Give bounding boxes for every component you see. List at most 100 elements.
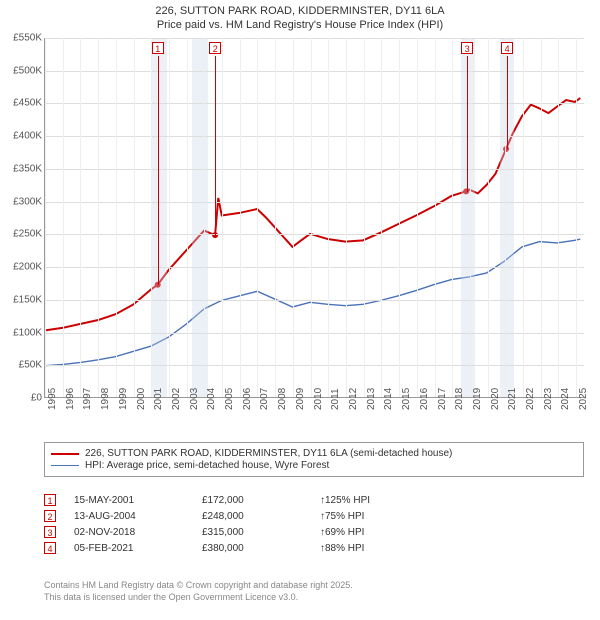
gridline-h (45, 333, 584, 334)
marker-stem (215, 56, 216, 236)
x-axis-tick-label: 2007 (259, 388, 270, 410)
footer-text: Contains HM Land Registry data © Crown c… (44, 580, 584, 603)
gridline-v (523, 38, 524, 397)
event-price: £248,000 (202, 511, 302, 522)
x-axis-tick-label: 2010 (313, 388, 324, 410)
events-table: 115-MAY-2001£172,000125% HPI213-AUG-2004… (44, 490, 584, 558)
event-number-box: 3 (44, 526, 56, 538)
gridline-v (116, 38, 117, 397)
legend-item: 226, SUTTON PARK ROAD, KIDDERMINSTER, DY… (51, 448, 577, 459)
x-axis-tick-label: 1996 (65, 388, 76, 410)
shaded-band (461, 38, 475, 397)
event-row: 115-MAY-2001£172,000125% HPI (44, 494, 584, 506)
title-line-2: Price paid vs. HM Land Registry's House … (0, 18, 600, 32)
y-axis-tick-label: £550K (13, 33, 42, 44)
gridline-v (328, 38, 329, 397)
gridline-v (541, 38, 542, 397)
gridline-v (240, 38, 241, 397)
x-axis-tick-label: 1999 (118, 388, 129, 410)
x-axis-tick-label: 2023 (543, 388, 554, 410)
gridline-v (452, 38, 453, 397)
legend-label: 226, SUTTON PARK ROAD, KIDDERMINSTER, DY… (85, 448, 452, 459)
x-axis-tick-label: 2020 (490, 388, 501, 410)
event-pct: 75% HPI (320, 511, 440, 522)
y-axis-tick-label: £0 (31, 393, 42, 404)
gridline-v (381, 38, 382, 397)
y-axis-tick-label: £200K (13, 262, 42, 273)
gridline-h (45, 71, 584, 72)
legend-item: HPI: Average price, semi-detached house,… (51, 460, 577, 471)
event-pct: 125% HPI (320, 495, 440, 506)
y-axis-tick-label: £50K (19, 360, 42, 371)
y-axis-tick-label: £150K (13, 294, 42, 305)
x-axis-tick-label: 2011 (330, 388, 341, 410)
gridline-h (45, 234, 584, 235)
x-axis-tick-label: 2002 (171, 388, 182, 410)
gridline-v (45, 38, 46, 397)
gridline-h (45, 365, 584, 366)
gridline-v (275, 38, 276, 397)
shaded-band (192, 38, 208, 397)
legend-label: HPI: Average price, semi-detached house,… (85, 460, 329, 471)
gridline-v (80, 38, 81, 397)
gridline-v (364, 38, 365, 397)
marker-label-box: 3 (461, 42, 473, 54)
gridline-v (204, 38, 205, 397)
marker-label-box: 1 (152, 42, 164, 54)
x-axis-tick-label: 2022 (525, 388, 536, 410)
shaded-band (151, 38, 167, 397)
gridline-v (187, 38, 188, 397)
x-axis-tick-label: 2018 (454, 388, 465, 410)
marker-stem (158, 56, 159, 285)
legend-box: 226, SUTTON PARK ROAD, KIDDERMINSTER, DY… (44, 442, 584, 477)
marker-label-box: 2 (209, 42, 221, 54)
footer-line-2: This data is licensed under the Open Gov… (44, 592, 584, 604)
x-axis-tick-label: 2008 (277, 388, 288, 410)
x-axis-tick-label: 2004 (206, 388, 217, 410)
gridline-v (222, 38, 223, 397)
x-axis-tick-label: 2014 (383, 388, 394, 410)
title-line-1: 226, SUTTON PARK ROAD, KIDDERMINSTER, DY… (0, 4, 600, 18)
x-axis-tick-label: 2005 (224, 388, 235, 410)
x-axis-tick-label: 2016 (419, 388, 430, 410)
gridline-h (45, 38, 584, 39)
gridline-v (98, 38, 99, 397)
marker-stem (467, 56, 468, 192)
gridline-v (346, 38, 347, 397)
chart-title: 226, SUTTON PARK ROAD, KIDDERMINSTER, DY… (0, 0, 600, 35)
gridline-v (293, 38, 294, 397)
event-row: 405-FEB-2021£380,00088% HPI (44, 542, 584, 554)
x-axis-tick-label: 1997 (82, 388, 93, 410)
gridline-v (169, 38, 170, 397)
x-axis-tick-label: 2013 (366, 388, 377, 410)
x-axis-tick-label: 2017 (437, 388, 448, 410)
gridline-v (134, 38, 135, 397)
event-number-box: 4 (44, 542, 56, 554)
marker-label-box: 4 (501, 42, 513, 54)
gridline-v (470, 38, 471, 397)
gridline-v (435, 38, 436, 397)
gridline-h (45, 103, 584, 104)
x-axis-tick-label: 2003 (189, 388, 200, 410)
x-axis-tick-label: 2000 (136, 388, 147, 410)
legend-swatch (51, 465, 79, 466)
x-axis-tick-label: 2021 (507, 388, 518, 410)
event-pct: 69% HPI (320, 527, 440, 538)
event-row: 302-NOV-2018£315,00069% HPI (44, 526, 584, 538)
event-price: £172,000 (202, 495, 302, 506)
legend-swatch (51, 453, 79, 455)
x-axis-tick-label: 1995 (47, 388, 58, 410)
x-axis-tick-label: 2019 (472, 388, 483, 410)
x-axis-tick-label: 2012 (348, 388, 359, 410)
y-axis-tick-label: £350K (13, 163, 42, 174)
y-axis-tick-label: £250K (13, 229, 42, 240)
gridline-v (558, 38, 559, 397)
gridline-v (311, 38, 312, 397)
plot-area: 1 2 3 4 (44, 38, 584, 398)
gridline-v (488, 38, 489, 397)
event-date: 13-AUG-2004 (74, 511, 184, 522)
gridline-v (151, 38, 152, 397)
event-date: 05-FEB-2021 (74, 543, 184, 554)
gridline-v (399, 38, 400, 397)
y-axis-tick-label: £400K (13, 131, 42, 142)
